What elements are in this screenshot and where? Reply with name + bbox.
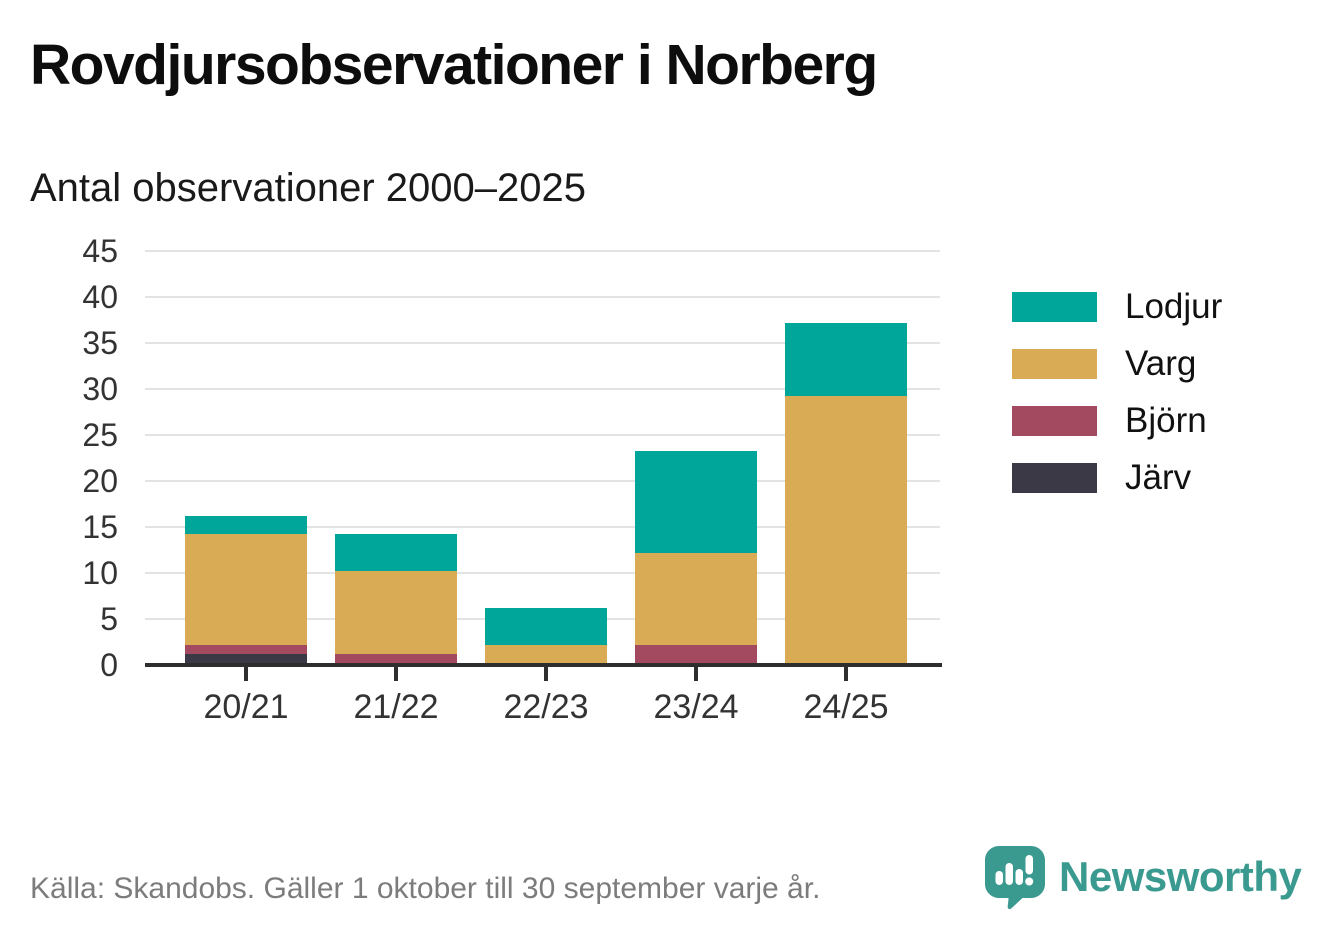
- y-axis-tick-label: 30: [82, 371, 118, 407]
- gridline: [145, 572, 940, 574]
- bar-segment-lodjur-21/22: [335, 534, 457, 571]
- legend-swatch-lodjur: [1012, 292, 1097, 322]
- chart-subtitle: Antal observationer 2000–2025: [30, 166, 586, 210]
- gridline: [145, 296, 940, 298]
- x-axis-tick: [544, 667, 548, 681]
- y-axis-tick-label: 25: [82, 417, 118, 453]
- y-axis-tick-label: 5: [100, 601, 118, 637]
- y-axis-tick-label: 45: [82, 233, 118, 269]
- legend-label: Varg: [1125, 344, 1197, 383]
- x-axis-tick: [244, 667, 248, 681]
- legend-label: Järv: [1125, 458, 1192, 497]
- gridline: [145, 526, 940, 528]
- legend-swatch-bjorn: [1012, 406, 1097, 436]
- source-note: Källa: Skandobs. Gäller 1 oktober till 3…: [30, 872, 821, 905]
- legend-label: Björn: [1125, 401, 1207, 440]
- bar-segment-lodjur-20/21: [185, 515, 307, 535]
- gridline: [145, 480, 940, 482]
- speech-bubble-bar-chart-icon: [985, 846, 1045, 910]
- bar-segment-varg-21/22: [335, 571, 457, 654]
- y-axis-tick-label: 20: [82, 463, 118, 499]
- x-axis-line: [145, 663, 942, 667]
- y-axis-tick-label: 40: [82, 279, 118, 315]
- page-title: Rovdjursobservationer i Norberg: [30, 33, 878, 97]
- legend: Lodjur Varg Björn Järv: [1012, 287, 1223, 518]
- legend-item-varg: Varg: [1012, 344, 1222, 383]
- legend-item-lodjur: Lodjur: [1012, 287, 1223, 326]
- bar-segment-varg-24/25: [785, 396, 907, 663]
- gridline: [145, 388, 940, 390]
- bar-segment-järv-20/21: [185, 653, 307, 663]
- bar-segment-björn-23/24: [635, 644, 757, 663]
- x-axis-tick-label: 20/21: [203, 688, 289, 726]
- legend-item-jarv: Järv: [1012, 458, 1222, 497]
- bar-segment-varg-23/24: [635, 552, 757, 645]
- gridline: [145, 342, 940, 344]
- bar-segment-lodjur-23/24: [635, 451, 757, 553]
- x-axis-tick-label: 24/25: [803, 688, 889, 726]
- legend-item-bjorn: Björn: [1012, 401, 1222, 440]
- x-axis-tick-label: 22/23: [503, 688, 589, 726]
- legend-swatch-jarv: [1012, 463, 1097, 493]
- bar-segment-björn-20/21: [185, 644, 307, 654]
- y-axis-tick-label: 0: [100, 647, 118, 683]
- bar-segment-lodjur-24/25: [785, 322, 907, 397]
- bar-segment-varg-22/23: [485, 644, 607, 663]
- x-axis-tick: [394, 667, 398, 681]
- y-axis-tick-label: 15: [82, 509, 118, 545]
- bar-segment-björn-21/22: [335, 653, 457, 663]
- legend-label: Lodjur: [1125, 287, 1223, 326]
- newsworthy-logo: Newsworthy: [983, 844, 1302, 910]
- brand-name: Newsworthy: [1059, 853, 1302, 900]
- legend-swatch-varg: [1012, 349, 1097, 379]
- gridline: [145, 434, 940, 436]
- x-axis-tick-label: 23/24: [653, 688, 739, 726]
- y-axis-tick-label: 10: [82, 555, 118, 591]
- x-axis-tick: [694, 667, 698, 681]
- bar-segment-varg-20/21: [185, 534, 307, 645]
- x-axis-tick-label: 21/22: [353, 688, 439, 726]
- gridline: [145, 250, 940, 252]
- y-axis-tick-label: 35: [82, 325, 118, 361]
- bar-segment-lodjur-22/23: [485, 607, 607, 645]
- x-axis-tick: [844, 667, 848, 681]
